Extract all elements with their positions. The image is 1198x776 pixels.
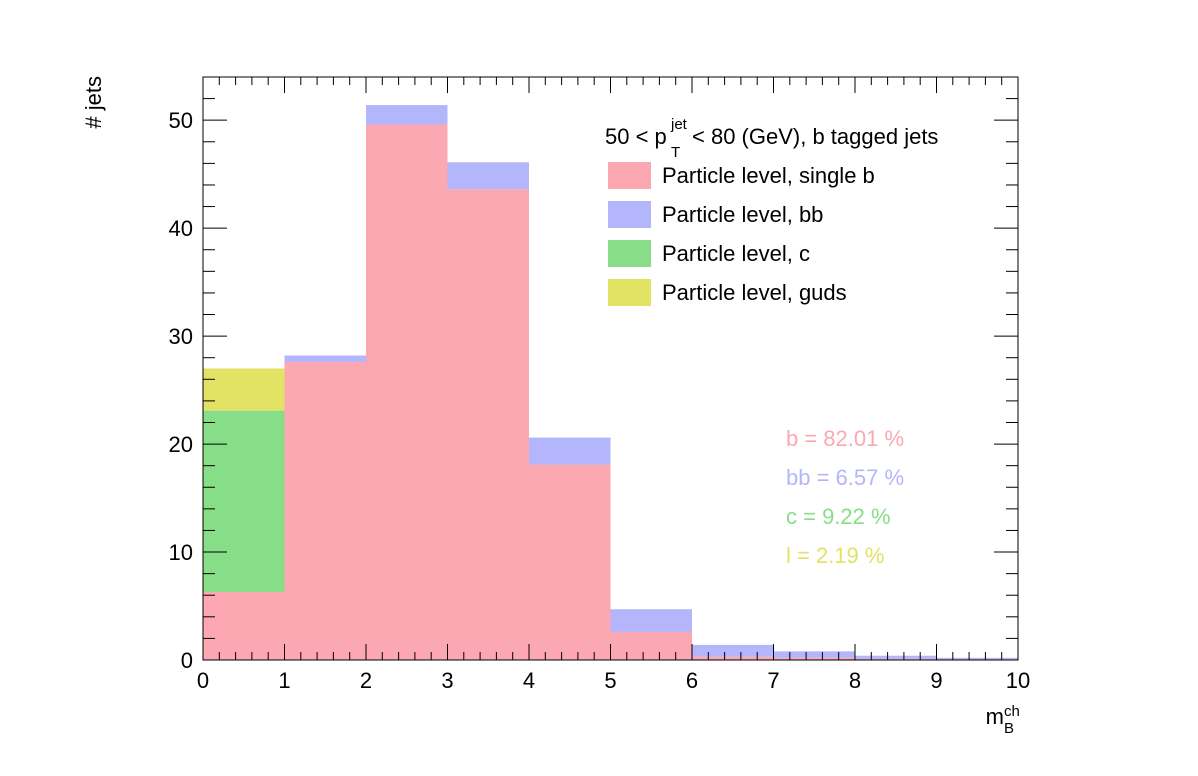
x-axis-label-base: m [986,704,1004,729]
fraction-annotations: b = 82.01 % bb = 6.57 % c = 9.22 % l = 2.19… [786,426,904,568]
y-axis-label: # jets [81,76,106,129]
legend-label: Particle level, bb [662,202,823,227]
y-tick-label: 50 [169,108,193,133]
legend: 50 < p jet T < 80 (GeV), b tagged jets P… [605,116,938,306]
legend-header: 50 < p jet T < 80 (GeV), b tagged jets [605,116,938,161]
y-tick-label: 30 [169,324,193,349]
x-tick-label: 4 [523,668,535,693]
x-tick-label: 1 [278,668,290,693]
x-tick-label: 3 [441,668,453,693]
legend-swatch [608,162,651,189]
fraction-annotation: l = 2.19 % [786,543,884,568]
legend-swatch [608,201,651,228]
x-tick-label: 9 [930,668,942,693]
bar-series1-bin5 [610,609,692,632]
bar-series0-bin6 [692,656,774,660]
bar-series2-bin0 [203,410,285,592]
x-tick-label: 2 [360,668,372,693]
bar-series0-bin0 [203,591,285,660]
x-axis-label-sub: B [1004,720,1014,737]
bar-series1-bin6 [692,644,774,657]
x-tick-label: 5 [604,668,616,693]
bar-series0-bin8 [855,658,937,660]
bar-series0-bin5 [610,631,692,660]
y-tick-label: 20 [169,432,193,457]
fraction-annotation: c = 9.22 % [786,504,891,529]
bar-series0-bin1 [284,362,366,660]
x-axis-label: m ch B [986,703,1020,737]
bar-series0-bin2 [366,124,448,660]
y-tick-label: 10 [169,540,193,565]
x-tick-label: 8 [849,668,861,693]
axis-ticks [202,76,1019,661]
legend-header-sup: jet [670,116,688,133]
bar-series1-bin7 [773,651,855,658]
y-tick-label: 40 [169,216,193,241]
fraction-annotation: bb = 6.57 % [786,465,904,490]
x-axis-label-sup: ch [1004,703,1020,720]
legend-header-sub: T [671,144,680,161]
histogram-bars [203,105,1018,660]
legend-swatch [608,279,651,306]
bar-series0-bin4 [529,464,611,660]
tick-labels: 0 1 2 3 4 5 6 7 8 9 10 0 10 20 30 40 50 [169,108,1031,693]
bar-series0-bin3 [447,189,529,660]
bar-series1-bin4 [529,437,611,465]
bar-series1-bin8 [855,655,937,659]
x-tick-label: 7 [767,668,779,693]
x-tick-label: 10 [1006,668,1030,693]
legend-header-post: < 80 (GeV), b tagged jets [692,124,938,149]
bar-series1-bin1 [284,355,366,363]
x-tick-label: 0 [197,668,209,693]
bar-series0-bin7 [773,657,855,660]
bar-series1-bin9 [936,657,1018,660]
bar-series1-bin2 [366,105,448,125]
legend-header-pre: 50 < p [605,124,667,149]
x-tick-label: 6 [686,668,698,693]
legend-label: Particle level, c [662,241,810,266]
legend-label: Particle level, single b [662,163,875,188]
legend-label: Particle level, guds [662,280,847,305]
bar-series1-bin3 [447,162,529,190]
bar-series3-bin0 [203,368,285,411]
y-tick-label: 0 [181,648,193,673]
legend-swatch [608,240,651,267]
fraction-annotation: b = 82.01 % [786,426,904,451]
